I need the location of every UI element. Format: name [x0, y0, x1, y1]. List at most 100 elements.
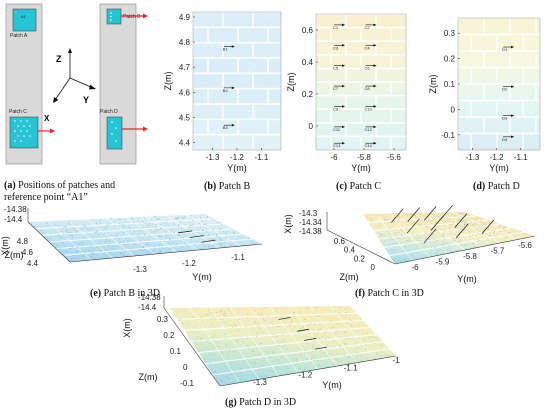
point-cloud-dot	[508, 91, 510, 93]
point-cloud-dot	[81, 228, 83, 230]
point-cloud-dot	[232, 52, 234, 54]
point-cloud-dot	[475, 226, 477, 228]
point-cloud-dot	[201, 317, 203, 319]
point-cloud-dot	[224, 361, 226, 363]
point-cloud-dot	[252, 350, 254, 352]
point-cloud-dot	[402, 53, 404, 55]
point-cloud-dot	[159, 251, 161, 253]
point-cloud-dot	[526, 89, 528, 91]
point-cloud-dot	[33, 225, 35, 227]
point-cloud-dot	[351, 324, 353, 326]
point-cloud-dot	[206, 22, 208, 24]
point-cloud-dot	[256, 69, 258, 71]
point-cloud-dot	[530, 113, 532, 115]
point-cloud-dot	[215, 311, 217, 313]
point-cloud-dot	[338, 96, 340, 98]
point-cloud-dot	[478, 244, 480, 246]
point-cloud-dot	[458, 119, 460, 121]
point-cloud-dot	[276, 14, 278, 16]
point-cloud-dot	[458, 241, 460, 243]
x-tick-label: -14.4	[4, 215, 23, 224]
point-cloud-dot	[527, 37, 529, 39]
point-cloud-dot	[276, 311, 278, 313]
point-cloud-dot	[276, 87, 278, 89]
point-cloud-dot	[383, 89, 385, 91]
point-cloud-dot	[199, 12, 201, 14]
point-cloud-dot	[460, 225, 462, 227]
point-cloud-dot	[261, 332, 263, 334]
point-cloud-dot	[69, 234, 71, 236]
point-cloud-dot	[324, 45, 326, 47]
point-cloud-dot	[505, 105, 507, 107]
point-label: B2	[223, 88, 229, 93]
point-cloud-dot	[85, 236, 87, 238]
point-cloud-dot	[381, 233, 383, 235]
point-cloud-dot	[493, 240, 495, 242]
point-cloud-dot	[499, 230, 501, 232]
point-cloud-dot	[538, 61, 540, 63]
point-cloud-dot	[452, 222, 454, 224]
point-cloud-dot	[246, 144, 248, 146]
point-cloud-dot	[358, 73, 360, 75]
point-cloud-dot	[379, 146, 381, 148]
point-cloud-dot	[277, 344, 279, 346]
point-cloud-dot	[221, 379, 223, 381]
point-cloud-dot	[500, 139, 502, 141]
point-cloud-dot	[246, 337, 248, 339]
point-cloud-dot	[259, 69, 261, 71]
point-cloud-dot	[288, 325, 290, 327]
point-cloud-dot	[270, 130, 272, 132]
point-cloud-dot	[381, 126, 383, 128]
arrow-head	[511, 45, 515, 49]
point-cloud-dot	[328, 65, 330, 67]
point-cloud-dot	[476, 229, 478, 231]
point-cloud-dot	[346, 337, 348, 339]
point-cloud-dot	[380, 234, 382, 236]
point-cloud-dot	[279, 69, 281, 71]
point-cloud-dot	[371, 102, 373, 104]
point-cloud-dot	[211, 218, 213, 220]
point-label: C4	[365, 45, 371, 50]
point-cloud-dot	[343, 17, 345, 19]
displacement-arrow	[391, 208, 404, 223]
point-cloud-dot	[218, 86, 220, 88]
mortar-joint	[388, 213, 431, 258]
point-cloud-dot	[315, 315, 317, 317]
point-cloud-dot	[515, 120, 517, 122]
point-cloud-dot	[322, 90, 324, 92]
point-cloud-dot	[375, 114, 377, 116]
point-cloud-dot	[240, 64, 242, 66]
z-axis-line	[27, 221, 71, 263]
point-cloud-dot	[305, 306, 307, 308]
point-cloud-dot	[124, 243, 126, 245]
point-cloud-dot	[418, 236, 420, 238]
x-axis-label: X(m)	[122, 318, 132, 338]
point-cloud-dot	[318, 127, 320, 129]
displacement-arrow	[201, 239, 216, 243]
point-cloud-dot	[459, 96, 461, 98]
point-cloud-dot	[385, 103, 387, 105]
point-cloud-dot	[321, 62, 323, 64]
point-cloud-dot	[476, 123, 478, 125]
point-cloud-dot	[366, 216, 368, 218]
point-cloud-dot	[229, 348, 231, 350]
mortar-joint	[86, 219, 135, 257]
point-cloud-dot	[202, 124, 204, 126]
mortar-joint	[269, 306, 319, 370]
point-cloud-dot	[161, 245, 163, 247]
point-cloud-dot	[184, 242, 186, 244]
point-cloud-dot	[324, 127, 326, 129]
point-cloud-dot	[515, 29, 517, 31]
point-cloud-dot	[394, 213, 396, 215]
point-cloud-dot	[195, 340, 197, 342]
arrow-head	[231, 45, 235, 48]
point-cloud-dot	[206, 18, 208, 20]
point-cloud-dot	[332, 145, 334, 147]
point-cloud-dot	[479, 221, 481, 223]
point-label: C10	[365, 106, 373, 111]
point-cloud-dot	[392, 213, 394, 215]
point-cloud-dot	[389, 143, 391, 145]
point-cloud-dot	[364, 130, 366, 132]
point-cloud-dot	[222, 230, 224, 232]
point-cloud-dot	[100, 223, 102, 225]
